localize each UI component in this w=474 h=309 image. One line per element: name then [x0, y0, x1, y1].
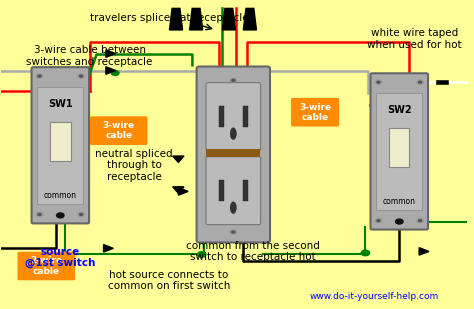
Circle shape — [56, 213, 64, 218]
Text: white wire taped
when used for hot: white wire taped when used for hot — [367, 28, 462, 50]
FancyBboxPatch shape — [197, 66, 270, 243]
Text: travelers spliced at receptacle: travelers spliced at receptacle — [90, 13, 248, 23]
Bar — [376, 93, 422, 210]
Circle shape — [198, 252, 206, 257]
Polygon shape — [106, 67, 116, 74]
Circle shape — [38, 214, 41, 215]
Bar — [50, 122, 71, 161]
FancyBboxPatch shape — [291, 98, 339, 126]
Polygon shape — [170, 8, 182, 30]
Circle shape — [395, 219, 403, 224]
Text: common from the second
switch to receptacle hot: common from the second switch to recepta… — [186, 241, 320, 262]
Polygon shape — [222, 8, 236, 30]
Circle shape — [377, 81, 380, 83]
Circle shape — [361, 250, 370, 256]
FancyBboxPatch shape — [206, 157, 261, 225]
Circle shape — [417, 80, 423, 84]
Circle shape — [36, 212, 43, 217]
Polygon shape — [106, 50, 116, 57]
Circle shape — [375, 218, 382, 223]
Polygon shape — [173, 187, 184, 193]
Bar — [219, 106, 224, 127]
Text: common: common — [383, 197, 416, 206]
Circle shape — [232, 80, 235, 81]
Text: SW1: SW1 — [48, 99, 73, 109]
Text: www.do-it-yourself-help.com: www.do-it-yourself-help.com — [310, 291, 439, 300]
Bar — [37, 87, 83, 204]
Polygon shape — [190, 8, 203, 30]
FancyBboxPatch shape — [18, 252, 75, 280]
Polygon shape — [243, 8, 256, 30]
Bar — [206, 149, 260, 157]
Text: source
@1st switch: source @1st switch — [25, 247, 96, 269]
Text: 2-wire
cable: 2-wire cable — [30, 256, 63, 276]
Ellipse shape — [230, 202, 237, 214]
Circle shape — [377, 220, 380, 222]
Bar — [243, 180, 247, 201]
Text: common: common — [44, 191, 77, 200]
Text: 3-wire cable between
switches and receptacle: 3-wire cable between switches and recept… — [27, 45, 153, 67]
Circle shape — [80, 214, 82, 215]
Circle shape — [230, 78, 236, 82]
Circle shape — [111, 70, 119, 75]
FancyBboxPatch shape — [206, 83, 261, 150]
Polygon shape — [103, 245, 113, 252]
Text: SW2: SW2 — [387, 105, 411, 115]
FancyBboxPatch shape — [32, 67, 89, 223]
Ellipse shape — [230, 128, 237, 139]
Text: 3-wire
cable: 3-wire cable — [103, 121, 135, 140]
Circle shape — [36, 74, 43, 78]
Bar — [219, 180, 224, 201]
Circle shape — [38, 75, 41, 77]
Circle shape — [419, 220, 421, 222]
Circle shape — [78, 74, 84, 78]
Circle shape — [419, 81, 421, 83]
FancyBboxPatch shape — [90, 116, 147, 145]
Circle shape — [417, 218, 423, 223]
Circle shape — [232, 231, 235, 233]
Polygon shape — [419, 248, 429, 255]
Circle shape — [80, 75, 82, 77]
Polygon shape — [178, 188, 188, 195]
Circle shape — [78, 212, 84, 217]
Polygon shape — [173, 156, 184, 163]
Bar — [243, 106, 247, 127]
Circle shape — [375, 80, 382, 84]
Bar — [389, 128, 410, 167]
FancyBboxPatch shape — [371, 73, 428, 230]
Text: hot source connects to
common on first switch: hot source connects to common on first s… — [108, 270, 230, 291]
Text: neutral spliced
through to
receptacle: neutral spliced through to receptacle — [95, 149, 173, 182]
Text: 3-wire
cable: 3-wire cable — [299, 103, 331, 122]
Circle shape — [230, 230, 236, 234]
